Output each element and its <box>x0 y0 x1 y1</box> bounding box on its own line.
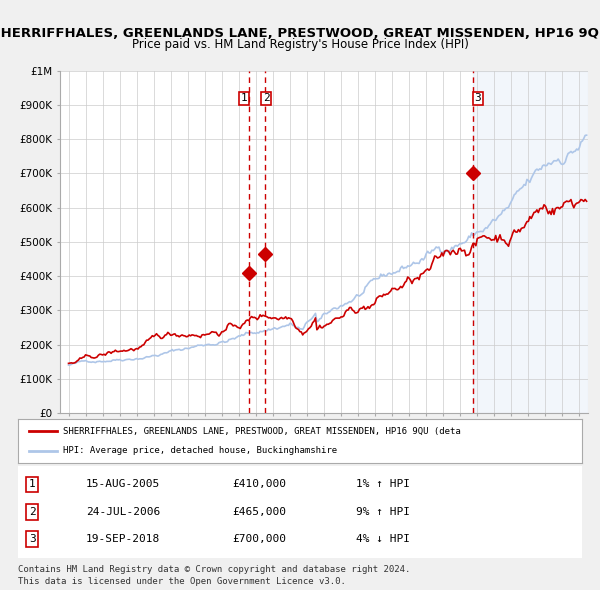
Text: £465,000: £465,000 <box>232 507 286 517</box>
Text: £410,000: £410,000 <box>232 480 286 489</box>
Text: 24-JUL-2006: 24-JUL-2006 <box>86 507 160 517</box>
Text: 1% ↑ HPI: 1% ↑ HPI <box>356 480 410 489</box>
Text: 3: 3 <box>29 535 35 544</box>
Text: £700,000: £700,000 <box>232 535 286 544</box>
Text: 2: 2 <box>263 93 269 103</box>
Text: 3: 3 <box>474 93 481 103</box>
Text: 1: 1 <box>29 480 35 489</box>
Text: SHERRIFFHALES, GREENLANDS LANE, PRESTWOOD, GREAT MISSENDEN, HP16 9QU: SHERRIFFHALES, GREENLANDS LANE, PRESTWOO… <box>0 27 600 40</box>
Text: Contains HM Land Registry data © Crown copyright and database right 2024.: Contains HM Land Registry data © Crown c… <box>18 565 410 574</box>
Text: 19-SEP-2018: 19-SEP-2018 <box>86 535 160 544</box>
Text: SHERRIFFHALES, GREENLANDS LANE, PRESTWOOD, GREAT MISSENDEN, HP16 9QU (deta: SHERRIFFHALES, GREENLANDS LANE, PRESTWOO… <box>63 427 461 436</box>
Text: 2: 2 <box>29 507 35 517</box>
Text: This data is licensed under the Open Government Licence v3.0.: This data is licensed under the Open Gov… <box>18 577 346 586</box>
Text: 4% ↓ HPI: 4% ↓ HPI <box>356 535 410 544</box>
Bar <box>473 71 588 413</box>
Text: HPI: Average price, detached house, Buckinghamshire: HPI: Average price, detached house, Buck… <box>63 446 337 455</box>
Text: Price paid vs. HM Land Registry's House Price Index (HPI): Price paid vs. HM Land Registry's House … <box>131 38 469 51</box>
Text: 15-AUG-2005: 15-AUG-2005 <box>86 480 160 489</box>
Text: 9% ↑ HPI: 9% ↑ HPI <box>356 507 410 517</box>
Text: 1: 1 <box>241 93 248 103</box>
